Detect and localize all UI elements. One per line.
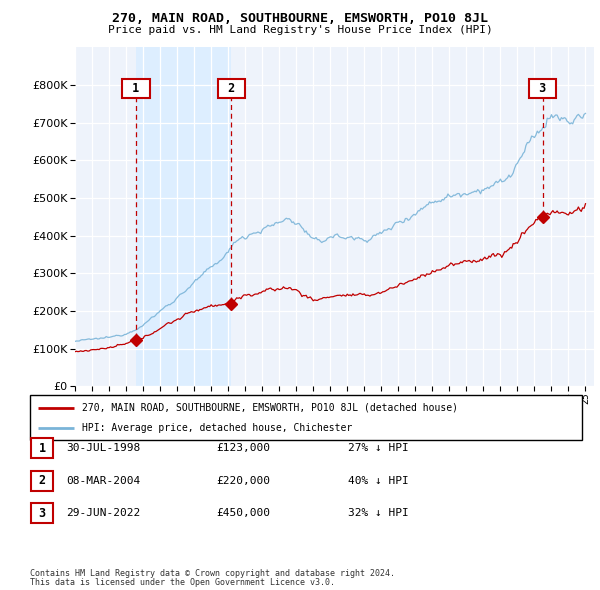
Text: Contains HM Land Registry data © Crown copyright and database right 2024.: Contains HM Land Registry data © Crown c… [30, 569, 395, 578]
Text: 3: 3 [532, 82, 553, 95]
Text: 29-JUN-2022: 29-JUN-2022 [66, 509, 140, 518]
Text: £123,000: £123,000 [216, 444, 270, 453]
Text: 27% ↓ HPI: 27% ↓ HPI [348, 444, 409, 453]
Text: 1: 1 [38, 442, 46, 455]
Text: This data is licensed under the Open Government Licence v3.0.: This data is licensed under the Open Gov… [30, 578, 335, 587]
Text: £450,000: £450,000 [216, 509, 270, 518]
Text: Price paid vs. HM Land Registry's House Price Index (HPI): Price paid vs. HM Land Registry's House … [107, 25, 493, 35]
Text: 32% ↓ HPI: 32% ↓ HPI [348, 509, 409, 518]
Text: 30-JUL-1998: 30-JUL-1998 [66, 444, 140, 453]
Text: HPI: Average price, detached house, Chichester: HPI: Average price, detached house, Chic… [82, 424, 353, 434]
Bar [136, 47, 231, 386]
Text: £220,000: £220,000 [216, 476, 270, 486]
Text: 2: 2 [221, 82, 242, 95]
Text: 40% ↓ HPI: 40% ↓ HPI [348, 476, 409, 486]
Text: 2: 2 [38, 474, 46, 487]
Text: 3: 3 [38, 507, 46, 520]
Text: 270, MAIN ROAD, SOUTHBOURNE, EMSWORTH, PO10 8JL (detached house): 270, MAIN ROAD, SOUTHBOURNE, EMSWORTH, P… [82, 403, 458, 412]
Text: 08-MAR-2004: 08-MAR-2004 [66, 476, 140, 486]
Text: 1: 1 [125, 82, 146, 95]
Text: 270, MAIN ROAD, SOUTHBOURNE, EMSWORTH, PO10 8JL: 270, MAIN ROAD, SOUTHBOURNE, EMSWORTH, P… [112, 12, 488, 25]
